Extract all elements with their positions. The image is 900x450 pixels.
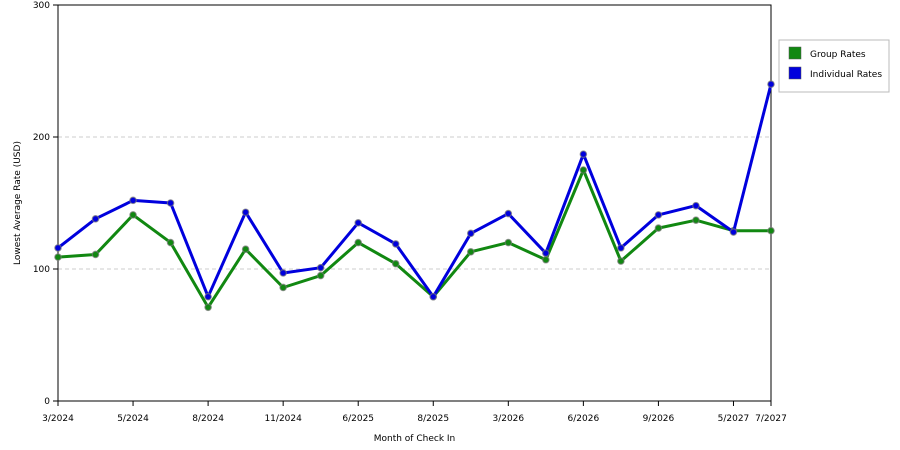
- data-point: [579, 150, 588, 158]
- data-point: [54, 253, 62, 261]
- data-point: [316, 263, 325, 272]
- x-tick-label: 8/2024: [192, 414, 224, 424]
- x-tick-label: 3/2026: [492, 414, 524, 424]
- data-point: [279, 283, 287, 292]
- data-point: [354, 238, 363, 247]
- data-point: [91, 215, 100, 223]
- data-point: [129, 211, 137, 219]
- data-point: [204, 303, 212, 312]
- data-point: [692, 216, 700, 224]
- x-tick-label: 5/2024: [117, 414, 149, 424]
- series-line-1: [56, 82, 773, 299]
- data-point: [91, 250, 100, 259]
- x-tick-label: 8/2025: [417, 414, 449, 424]
- data-point: [241, 208, 250, 217]
- legend-label: Individual Rates: [810, 70, 882, 80]
- axes: [53, 4, 772, 406]
- data-point: [767, 80, 775, 89]
- data-point: [354, 219, 363, 227]
- legend-swatch: [788, 46, 802, 60]
- data-point: [617, 244, 625, 252]
- x-tick-label: 7/2027: [755, 414, 787, 424]
- x-tick-label: 11/2024: [264, 414, 302, 424]
- x-axis-title: Month of Check In: [374, 434, 456, 444]
- data-point: [279, 269, 287, 277]
- legend-swatch: [788, 66, 802, 80]
- data-point: [391, 259, 400, 268]
- data-point: [166, 238, 175, 247]
- data-point: [504, 209, 513, 218]
- series-line-0: [56, 168, 773, 309]
- series-lines: [54, 80, 775, 312]
- data-point: [617, 257, 625, 265]
- data-point: [429, 292, 438, 301]
- x-tick-label: 6/2026: [568, 414, 600, 424]
- x-tick-label: 3/2024: [42, 414, 74, 424]
- data-point: [654, 224, 663, 232]
- data-point: [767, 226, 775, 235]
- plot-frame: [57, 4, 772, 402]
- x-tick-label: 6/2025: [342, 414, 374, 424]
- data-point: [654, 211, 663, 219]
- data-point: [542, 249, 550, 257]
- y-tick-label: 200: [33, 133, 50, 143]
- data-point: [241, 245, 250, 254]
- data-point: [166, 199, 175, 207]
- data-point: [391, 240, 400, 248]
- tick-labels: 0 100 200 300 3/2024 5/2024 8/2024 11/2024 6/202…: [33, 1, 787, 424]
- data-point: [466, 229, 475, 238]
- y-tick-label: 100: [33, 265, 50, 275]
- y-tick-label: 0: [44, 397, 50, 407]
- data-point: [579, 166, 588, 174]
- data-point: [466, 248, 475, 256]
- y-tick-label: 300: [33, 1, 50, 11]
- y-axis-title: Lowest Average Rate (USD): [13, 141, 23, 265]
- data-point: [542, 255, 550, 264]
- data-point: [316, 271, 325, 280]
- x-tick-label: 5/2027: [718, 414, 750, 424]
- x-tick-label: 9/2026: [643, 414, 675, 424]
- legend-label: Group Rates: [810, 50, 866, 60]
- data-point: [729, 228, 738, 236]
- data-point: [129, 196, 137, 205]
- data-point: [504, 238, 513, 247]
- legend: Group Rates Individual Rates: [778, 39, 890, 93]
- data-point: [692, 201, 700, 210]
- data-point: [204, 292, 212, 301]
- data-point: [54, 244, 62, 252]
